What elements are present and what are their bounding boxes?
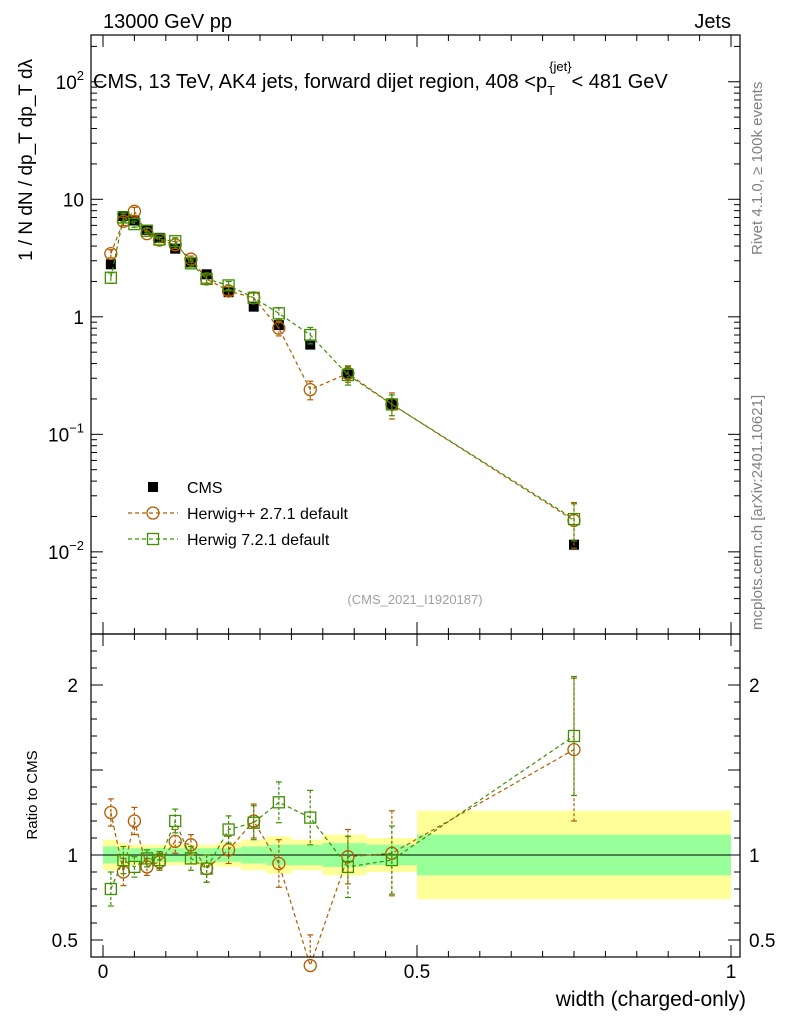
title-part-sup: {jet} xyxy=(549,59,572,74)
y-tick-label-main: 10 xyxy=(63,190,84,211)
main-point-2 xyxy=(567,512,581,526)
ratio-line-1 xyxy=(110,749,575,968)
main-point-0 xyxy=(105,259,116,270)
main-point-2 xyxy=(128,217,141,231)
legend-label: Herwig++ 2.7.1 default xyxy=(187,506,349,523)
ratio-point-2 xyxy=(104,882,117,896)
ratio-point-2 xyxy=(385,853,399,867)
mcplots-label-text: mcplots.cern.ch [arXiv:2401.10621] xyxy=(749,395,766,630)
y-axis-label-text: 1 / N dN / dp_T dp_T dλ xyxy=(16,58,37,261)
title-part-sub: T xyxy=(547,83,555,98)
y-tick-label-ratio-left: 0.5 xyxy=(52,931,78,952)
legend-label: CMS xyxy=(187,480,223,497)
main-point-1 xyxy=(104,246,118,261)
y-tick-label-ratio-right: 1 xyxy=(749,846,760,867)
main-point-0 xyxy=(305,339,316,350)
rivet-label-text: Rivet 4.1.0, ≥ 100k events xyxy=(749,82,766,255)
chart-title: CMS, 13 TeV, AK4 jets, forward dijet reg… xyxy=(93,59,668,98)
ratio-point-1 xyxy=(104,805,118,820)
series-line-2 xyxy=(110,216,575,520)
legend-marker xyxy=(146,506,160,520)
ratio-point-2 xyxy=(247,816,260,829)
analysis-watermark: (CMS_2021_I1920187) xyxy=(347,592,482,607)
y-tick-label-main: 102 xyxy=(56,68,84,94)
legend-marker xyxy=(148,482,158,492)
legend: CMS Herwig++ 2.7.1 default Herwig 7.2.1 de… xyxy=(128,480,349,549)
rivet-label: Rivet 4.1.0, ≥ 100k events xyxy=(749,82,766,255)
main-point-2 xyxy=(222,279,235,292)
ratio-point-2 xyxy=(153,853,166,867)
main-point-1 xyxy=(272,321,286,335)
y-tick-label-main: 10−1 xyxy=(48,420,84,446)
y-axis-label-ratio-text: Ratio to CMS xyxy=(24,750,41,839)
ratio-point-2 xyxy=(169,814,182,828)
ratio-point-1 xyxy=(303,958,317,973)
main-point-2 xyxy=(247,291,260,304)
main-point-0 xyxy=(201,269,212,280)
ratio-line-2 xyxy=(110,735,575,890)
main-point-0 xyxy=(129,215,140,226)
ratio-point-2 xyxy=(272,796,285,809)
ratio-point-2 xyxy=(304,811,317,824)
main-point-2 xyxy=(272,307,285,320)
ratio-point-2 xyxy=(117,853,130,867)
main-panel-series xyxy=(104,204,581,550)
y-tick-label-main: 10−2 xyxy=(48,538,84,564)
main-point-0 xyxy=(273,320,284,331)
ratio-point-1 xyxy=(221,843,236,857)
main-point-2 xyxy=(341,368,355,382)
header-left: 13000 GeV pp xyxy=(103,11,232,33)
main-point-2 xyxy=(140,224,154,237)
main-point-2 xyxy=(117,211,130,224)
ratio-point-1 xyxy=(272,856,286,871)
ratio-frame xyxy=(90,633,741,958)
legend-marker xyxy=(146,532,160,546)
y-tick-label-ratio-left: 2 xyxy=(67,676,78,697)
ratio-point-1 xyxy=(127,814,142,828)
x-tick-label: 1 xyxy=(726,962,737,983)
ratio-panel-series xyxy=(104,675,581,973)
main-point-0 xyxy=(248,301,259,312)
main-point-1 xyxy=(127,204,142,218)
main-point-1 xyxy=(303,383,317,397)
main-point-2 xyxy=(385,398,399,411)
title-part-end: < 481 GeV xyxy=(572,71,669,93)
ratio-point-2 xyxy=(140,852,154,865)
ratio-point-2 xyxy=(200,862,213,875)
ratio-point-2 xyxy=(128,860,141,874)
ratio-point-2 xyxy=(184,852,198,865)
y-axis-label-main: 1 / N dN / dp_T dp_T dλ xyxy=(16,58,37,261)
x-tick-label: 0 xyxy=(98,962,109,983)
y-axis-label-ratio: Ratio to CMS xyxy=(24,750,41,839)
main-point-2 xyxy=(153,233,166,246)
y-tick-label-ratio-left: 1 xyxy=(67,846,78,867)
main-point-2 xyxy=(169,235,182,248)
y-tick-label-main: 1 xyxy=(73,308,84,329)
main-point-2 xyxy=(184,257,198,270)
ratio-point-2 xyxy=(222,823,235,836)
y-tick-label-ratio-right: 0.5 xyxy=(749,931,775,952)
x-tick-label: 0.5 xyxy=(404,962,430,983)
main-point-2 xyxy=(104,271,117,284)
series-line-1 xyxy=(110,210,575,521)
legend-label: Herwig 7.2.1 default xyxy=(187,532,330,549)
mcplots-label: mcplots.cern.ch [arXiv:2401.10621] xyxy=(749,395,766,630)
main-point-2 xyxy=(304,328,317,342)
y-tick-label-ratio-right: 2 xyxy=(749,676,760,697)
ratio-point-2 xyxy=(341,860,355,874)
main-point-2 xyxy=(200,272,213,286)
header-right: Jets xyxy=(694,11,731,33)
axes: 0 0.5 1 10−2 10−1 1 10 102 0.5 0.5 1 1 2 2 xyxy=(48,34,775,983)
ratio-point-2 xyxy=(567,729,581,743)
x-axis-label: width (charged-only) xyxy=(555,988,746,1011)
title-part-main: CMS, 13 TeV, AK4 jets, forward dijet reg… xyxy=(93,71,547,93)
ratio-point-1 xyxy=(168,834,182,849)
